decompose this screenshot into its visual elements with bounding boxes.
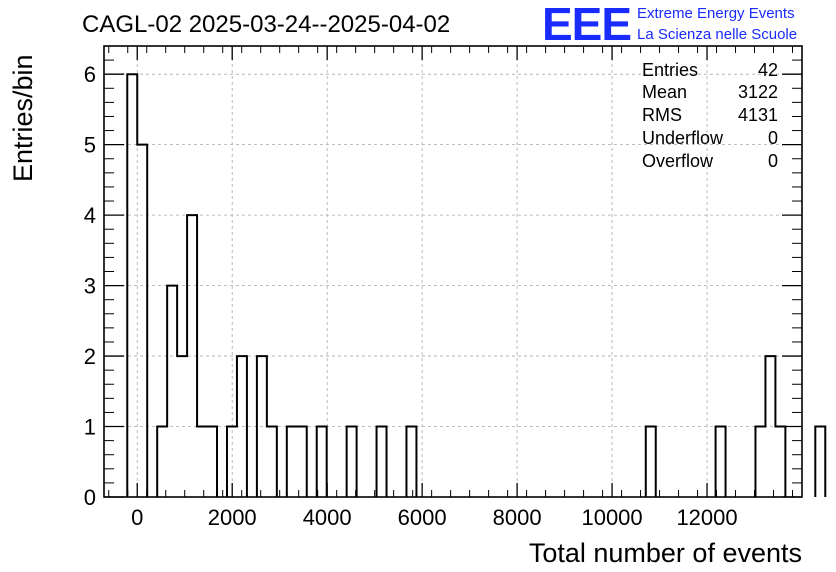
- x-tick-label: 6000: [398, 505, 447, 530]
- tick-labels: 0 2000 4000 6000 8000 10000 12000 0 1 2 3 4 5 6: [84, 62, 738, 530]
- stats-mean-value: 3122: [738, 82, 778, 102]
- axes: [104, 46, 802, 498]
- x-axis-title: Total number of events: [529, 538, 802, 568]
- x-tick-label: 8000: [493, 505, 542, 530]
- stats-overflow-label: Overflow: [642, 151, 714, 171]
- plot-frame: [103, 45, 803, 498]
- y-tick-label: 5: [84, 133, 96, 158]
- y-tick-label: 2: [84, 344, 96, 369]
- y-tick-label: 4: [84, 203, 96, 228]
- x-tick-label: 12000: [676, 505, 737, 530]
- y-axis-title: Entries/bin: [8, 54, 38, 182]
- x-tick-label: 10000: [581, 505, 642, 530]
- stats-overflow-value: 0: [768, 151, 778, 171]
- x-tick-label: 4000: [303, 505, 352, 530]
- stats-rms-label: RMS: [642, 105, 682, 125]
- stats-underflow-label: Underflow: [642, 128, 724, 148]
- grid: [104, 46, 802, 497]
- stats-rms-value: 4131: [738, 105, 778, 125]
- stats-entries-label: Entries: [642, 60, 698, 80]
- y-tick-label: 6: [84, 62, 96, 87]
- stats-entries-value: 42: [758, 60, 778, 80]
- y-tick-label: 1: [84, 415, 96, 440]
- y-tick-label: 3: [84, 274, 96, 299]
- x-tick-label: 0: [131, 505, 143, 530]
- x-tick-label: 2000: [208, 505, 257, 530]
- stats-mean-label: Mean: [642, 82, 687, 102]
- chart-title: CAGL-02 2025-03-24--2025-04-02: [82, 11, 450, 38]
- logo-letters: EEE: [542, 0, 631, 50]
- eee-logo: EEE Extreme Energy Events La Scienza nel…: [542, 0, 797, 50]
- stats-box: Entries 42 Mean 3122 RMS 4131 Underflow …: [642, 60, 778, 171]
- stats-underflow-value: 0: [768, 128, 778, 148]
- histogram-outline: [126, 73, 827, 497]
- y-tick-label: 0: [84, 485, 96, 510]
- logo-line-2: La Scienza nelle Scuole: [637, 26, 797, 43]
- logo-line-1: Extreme Energy Events: [637, 5, 795, 22]
